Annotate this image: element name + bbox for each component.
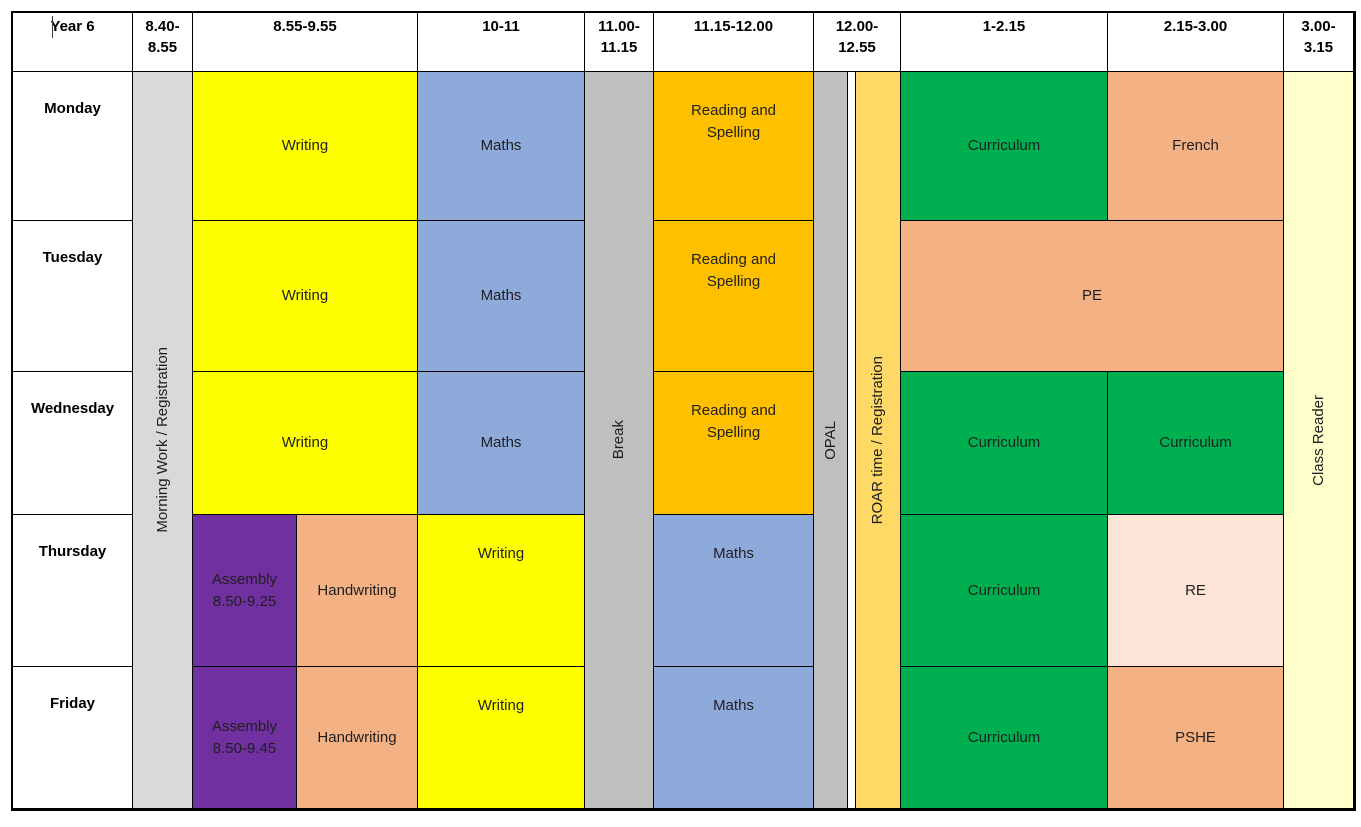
morning-registration-label: Morning Work / Registration bbox=[153, 347, 171, 533]
lesson-friday-curriculum: Curriculum bbox=[901, 667, 1108, 809]
lesson-friday-pshe: PSHE bbox=[1108, 667, 1284, 809]
lesson-wednesday-reading-spelling: Reading and Spelling bbox=[654, 372, 814, 515]
year-header: Year 6 bbox=[13, 13, 133, 72]
time-header-1115-1200: 11.15-12.00 bbox=[654, 13, 814, 72]
break-label: Break bbox=[610, 420, 628, 460]
lesson-wednesday-curriculum-1: Curriculum bbox=[901, 372, 1108, 515]
day-label-wednesday: Wednesday bbox=[13, 372, 133, 515]
lesson-wednesday-maths: Maths bbox=[418, 372, 585, 515]
lesson-tuesday-reading-spelling: Reading and Spelling bbox=[654, 221, 814, 372]
opal-label: OPAL bbox=[821, 420, 839, 460]
time-header-215-300: 2.15-3.00 bbox=[1108, 13, 1284, 72]
lesson-monday-french: French bbox=[1108, 72, 1284, 221]
lesson-tuesday-maths: Maths bbox=[418, 221, 585, 372]
lesson-friday-writing: Writing bbox=[418, 667, 585, 809]
day-label-monday: Monday bbox=[13, 72, 133, 221]
break-column: Break bbox=[585, 72, 654, 809]
year-label: Year 6 bbox=[50, 18, 95, 35]
text-cursor bbox=[52, 16, 53, 38]
time-header-855-955: 8.55-9.55 bbox=[193, 13, 418, 72]
lesson-monday-writing: Writing bbox=[193, 72, 418, 221]
lesson-thursday-curriculum: Curriculum bbox=[901, 515, 1108, 667]
morning-registration-column: Morning Work / Registration bbox=[133, 72, 193, 809]
lesson-thursday-handwriting: Handwriting bbox=[297, 515, 418, 667]
lesson-thursday-maths: Maths bbox=[654, 515, 814, 667]
time-header-1200-1255: 12.00-12.55 bbox=[814, 13, 901, 72]
class-reader-column: Class Reader bbox=[1284, 72, 1354, 809]
roar-column: ROAR time / Registration bbox=[856, 72, 901, 809]
day-label-friday: Friday bbox=[13, 667, 133, 809]
year6-timetable: Year 6 8.40-8.55 8.55-9.55 10-11 11.00-1… bbox=[11, 11, 1356, 811]
time-header-10-11: 10-11 bbox=[418, 13, 585, 72]
day-label-thursday: Thursday bbox=[13, 515, 133, 667]
lesson-friday-handwriting: Handwriting bbox=[297, 667, 418, 809]
opal-column: OPAL bbox=[814, 72, 848, 809]
class-reader-label: Class Reader bbox=[1309, 394, 1327, 486]
time-header-840-855: 8.40-8.55 bbox=[133, 13, 193, 72]
time-header-1-215: 1-2.15 bbox=[901, 13, 1108, 72]
lesson-friday-maths: Maths bbox=[654, 667, 814, 809]
time-header-1100-1115: 11.00-11.15 bbox=[585, 13, 654, 72]
lesson-monday-curriculum: Curriculum bbox=[901, 72, 1108, 221]
lesson-thursday-writing: Writing bbox=[418, 515, 585, 667]
lesson-tuesday-pe: PE bbox=[901, 221, 1284, 372]
roar-label: ROAR time / Registration bbox=[869, 355, 887, 525]
lesson-wednesday-curriculum-2: Curriculum bbox=[1108, 372, 1284, 515]
column-gap bbox=[848, 72, 856, 809]
time-header-300-315: 3.00-3.15 bbox=[1284, 13, 1354, 72]
lesson-thursday-assembly: Assembly 8.50-9.25 bbox=[193, 515, 297, 667]
lesson-monday-maths: Maths bbox=[418, 72, 585, 221]
day-label-tuesday: Tuesday bbox=[13, 221, 133, 372]
lesson-tuesday-writing: Writing bbox=[193, 221, 418, 372]
lesson-thursday-re: RE bbox=[1108, 515, 1284, 667]
lesson-monday-reading-spelling: Reading and Spelling bbox=[654, 72, 814, 221]
lesson-friday-assembly: Assembly 8.50-9.45 bbox=[193, 667, 297, 809]
lesson-wednesday-writing: Writing bbox=[193, 372, 418, 515]
